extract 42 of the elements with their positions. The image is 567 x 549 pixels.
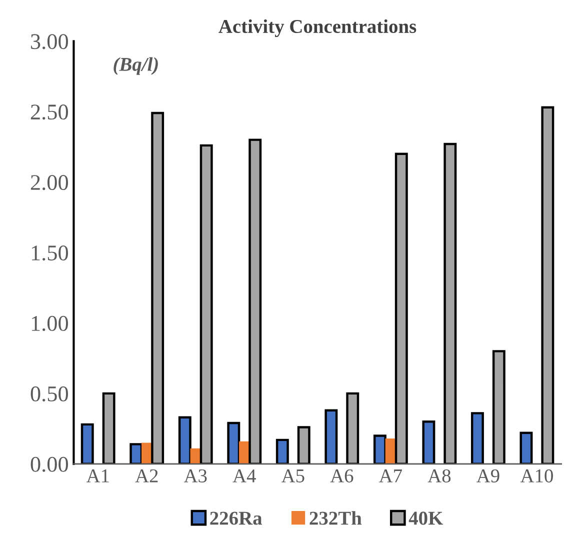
y-tick-label: 0.50 xyxy=(30,386,68,402)
y-tick-label: 3.00 xyxy=(31,34,68,50)
bar xyxy=(227,422,240,464)
x-tick-label: A2 xyxy=(135,469,158,482)
x-tick-label: A9 xyxy=(476,469,500,482)
bar xyxy=(102,392,116,464)
bar xyxy=(470,412,484,464)
bar xyxy=(324,409,338,464)
x-tick-label: A3 xyxy=(184,469,207,482)
y-tick-label: 2.00 xyxy=(30,175,68,190)
x-tick-label: A1 xyxy=(86,469,109,482)
x-tick-label: A6 xyxy=(330,469,354,482)
bar xyxy=(178,416,192,464)
bar xyxy=(444,142,457,464)
y-tick-label: 0.00 xyxy=(30,456,68,472)
bar xyxy=(248,138,262,464)
bar xyxy=(422,420,436,464)
y-tick-label: 1.50 xyxy=(32,245,68,261)
legend-label: 226Ra xyxy=(210,512,262,525)
x-tick-label: A10 xyxy=(520,469,553,482)
x-tick-label: A8 xyxy=(428,469,451,482)
bar xyxy=(151,112,164,464)
y-tick-label: 1.00 xyxy=(32,316,68,332)
bar xyxy=(276,438,289,464)
x-tick-label: A5 xyxy=(281,469,304,482)
bar xyxy=(373,434,386,464)
bar xyxy=(492,350,506,464)
x-tick-label: A7 xyxy=(378,469,402,482)
bar xyxy=(394,152,408,464)
annotation: (Bq/l) xyxy=(114,57,158,75)
legend-label: 232Th xyxy=(310,511,362,525)
bar xyxy=(346,392,360,464)
x-tick-label: A4 xyxy=(232,469,256,482)
bar xyxy=(541,106,554,464)
chart-title: Activity Concentrations xyxy=(218,19,416,38)
bar xyxy=(520,432,533,464)
legend-label: 40K xyxy=(408,512,444,525)
bar xyxy=(200,144,213,464)
bar xyxy=(297,426,310,464)
y-tick-label: 2.50 xyxy=(30,104,68,120)
bar xyxy=(130,443,143,464)
bar xyxy=(80,423,94,464)
